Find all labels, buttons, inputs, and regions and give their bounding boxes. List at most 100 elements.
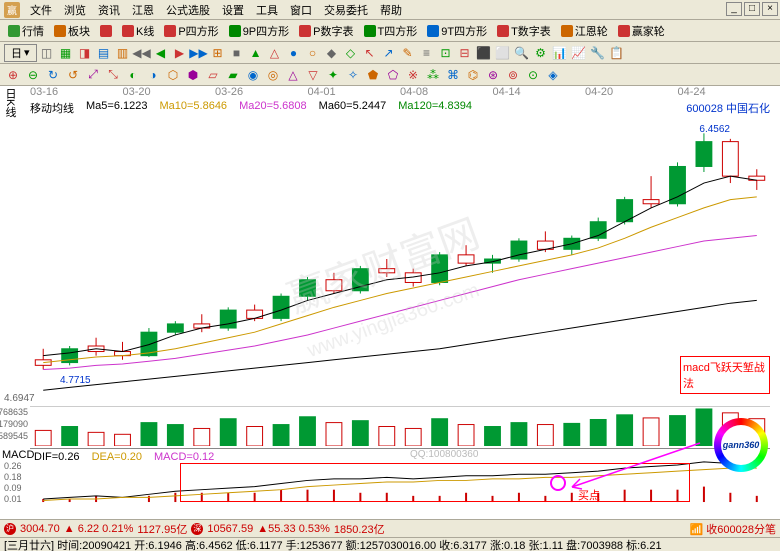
tb-行情[interactable]: 行情 bbox=[4, 22, 48, 40]
macd-title: MACD bbox=[2, 449, 34, 461]
tb2-icon-23[interactable]: ⬛ bbox=[475, 44, 493, 62]
tb2-icon-26[interactable]: ⚙ bbox=[532, 44, 550, 62]
tb3-icon-18[interactable]: ⬟ bbox=[364, 66, 382, 84]
tb2-icon-25[interactable]: 🔍 bbox=[513, 44, 531, 62]
tb3-icon-1[interactable]: ⊖ bbox=[24, 66, 42, 84]
tb2-icon-7[interactable]: ▶ bbox=[171, 44, 189, 62]
tb-9P四方形[interactable]: 9P四方形 bbox=[225, 22, 293, 40]
tb2-icon-3[interactable]: ▤ bbox=[95, 44, 113, 62]
tb2-icon-13[interactable]: ● bbox=[285, 44, 303, 62]
tb-板块[interactable]: 板块 bbox=[50, 22, 94, 40]
toolbar-drawing: ⊕⊖↻↺⤢⤡◐◑⬡⬢▱▰◉◎△▽✦✧⬟⬠※⁂⌘⌬⊛⊚⊙◈ bbox=[0, 64, 780, 86]
tb3-icon-12[interactable]: ◉ bbox=[244, 66, 262, 84]
tb2-icon-15[interactable]: ◆ bbox=[323, 44, 341, 62]
tb3-icon-20[interactable]: ※ bbox=[404, 66, 422, 84]
tb2-icon-20[interactable]: ≡ bbox=[418, 44, 436, 62]
menu-浏览[interactable]: 浏览 bbox=[58, 0, 92, 20]
tb2-icon-6[interactable]: ◀ bbox=[152, 44, 170, 62]
tb3-icon-9[interactable]: ⬢ bbox=[184, 66, 202, 84]
tb3-icon-10[interactable]: ▱ bbox=[204, 66, 222, 84]
tb2-icon-27[interactable]: 📊 bbox=[551, 44, 569, 62]
tb-江恩轮[interactable]: 江恩轮 bbox=[557, 22, 612, 40]
candlestick-pane[interactable]: 6.4562 4.7715 4.6947 macd飞跃天堑战法 bbox=[30, 114, 770, 404]
tb2-icon-28[interactable]: 📈 bbox=[570, 44, 588, 62]
buy-point-label: 买点 bbox=[578, 487, 600, 503]
tb-K线[interactable]: K线 bbox=[118, 22, 158, 40]
price-low-label: 4.7715 bbox=[60, 375, 91, 386]
menu-文件[interactable]: 文件 bbox=[24, 0, 58, 20]
tb3-icon-16[interactable]: ✦ bbox=[324, 66, 342, 84]
restore-button[interactable]: □ bbox=[744, 2, 760, 16]
tb3-icon-21[interactable]: ⁂ bbox=[424, 66, 442, 84]
tb2-icon-11[interactable]: ▲ bbox=[247, 44, 265, 62]
status-right: 📶 收600028分笔 bbox=[690, 521, 776, 537]
minimize-button[interactable]: _ bbox=[726, 2, 742, 16]
tb3-icon-14[interactable]: △ bbox=[284, 66, 302, 84]
tb3-icon-3[interactable]: ↺ bbox=[64, 66, 82, 84]
tb3-icon-5[interactable]: ⤡ bbox=[104, 66, 122, 84]
tb-P数字表[interactable]: P数字表 bbox=[295, 22, 357, 40]
tb2-icon-9[interactable]: ⊞ bbox=[209, 44, 227, 62]
period-day-button[interactable]: 日 ▾ bbox=[4, 44, 37, 62]
tb2-icon-4[interactable]: ▥ bbox=[114, 44, 132, 62]
volume-pane[interactable]: 17686351179090589545 bbox=[30, 406, 770, 446]
tb2-icon-29[interactable]: 🔧 bbox=[589, 44, 607, 62]
tb-9T四方形[interactable]: 9T四方形 bbox=[423, 22, 491, 40]
tb3-icon-25[interactable]: ⊚ bbox=[504, 66, 522, 84]
gann-badge: gann360 bbox=[714, 418, 768, 472]
menu-帮助[interactable]: 帮助 bbox=[374, 0, 408, 20]
ohlc-statusbar: [三月廿六] 时间:20090421 开:6.1946 高:6.4562 低:6… bbox=[0, 537, 780, 551]
tb2-icon-1[interactable]: ▦ bbox=[57, 44, 75, 62]
menu-窗口[interactable]: 窗口 bbox=[284, 0, 318, 20]
tb2-icon-8[interactable]: ▶▶ bbox=[190, 44, 208, 62]
tb2-icon-14[interactable]: ○ bbox=[304, 44, 322, 62]
tb-赢家轮[interactable]: 赢家轮 bbox=[614, 22, 669, 40]
menu-资讯[interactable]: 资讯 bbox=[92, 0, 126, 20]
tb-T四方形[interactable]: T四方形 bbox=[360, 22, 422, 40]
tb2-icon-21[interactable]: ⊡ bbox=[437, 44, 455, 62]
tb3-icon-19[interactable]: ⬠ bbox=[384, 66, 402, 84]
tb3-icon-17[interactable]: ✧ bbox=[344, 66, 362, 84]
tb2-icon-0[interactable]: ◫ bbox=[38, 44, 56, 62]
menu-交易委托[interactable]: 交易委托 bbox=[318, 0, 374, 20]
tb2-icon-12[interactable]: △ bbox=[266, 44, 284, 62]
tb3-icon-27[interactable]: ◈ bbox=[544, 66, 562, 84]
tb2-icon-2[interactable]: ◨ bbox=[76, 44, 94, 62]
tb3-icon-7[interactable]: ◑ bbox=[144, 66, 162, 84]
tb3-icon-22[interactable]: ⌘ bbox=[444, 66, 462, 84]
tb2-icon-24[interactable]: ⬜ bbox=[494, 44, 512, 62]
macd-legend: DIF=0.26DEA=0.20MACD=0.12 bbox=[34, 451, 214, 463]
tb2-icon-22[interactable]: ⊟ bbox=[456, 44, 474, 62]
qq-watermark: QQ:100800360 bbox=[410, 449, 478, 460]
tb3-icon-11[interactable]: ▰ bbox=[224, 66, 242, 84]
tb2-icon-17[interactable]: ↖ bbox=[361, 44, 379, 62]
menu-公式选股[interactable]: 公式选股 bbox=[160, 0, 216, 20]
tb2-icon-30[interactable]: 📋 bbox=[608, 44, 626, 62]
tb3-icon-13[interactable]: ◎ bbox=[264, 66, 282, 84]
tb3-icon-2[interactable]: ↻ bbox=[44, 66, 62, 84]
tb3-icon-0[interactable]: ⊕ bbox=[4, 66, 22, 84]
tb3-icon-6[interactable]: ◐ bbox=[124, 66, 142, 84]
tb-T数字表[interactable]: T数字表 bbox=[493, 22, 555, 40]
tb2-icon-10[interactable]: ■ bbox=[228, 44, 246, 62]
menu-设置[interactable]: 设置 bbox=[216, 0, 250, 20]
macd-pane[interactable]: MACD DIF=0.26DEA=0.20MACD=0.12 0.260.180… bbox=[30, 448, 770, 504]
tb-2[interactable] bbox=[96, 22, 116, 40]
tb2-icon-19[interactable]: ✎ bbox=[399, 44, 417, 62]
menu-江恩[interactable]: 江恩 bbox=[126, 0, 160, 20]
tb-P四方形[interactable]: P四方形 bbox=[160, 22, 222, 40]
tb3-icon-24[interactable]: ⊛ bbox=[484, 66, 502, 84]
tb2-icon-5[interactable]: ◀◀ bbox=[133, 44, 151, 62]
tb2-icon-16[interactable]: ◇ bbox=[342, 44, 360, 62]
tb2-icon-18[interactable]: ↗ bbox=[380, 44, 398, 62]
tb3-icon-8[interactable]: ⬡ bbox=[164, 66, 182, 84]
close-button[interactable]: × bbox=[762, 2, 778, 16]
tb3-icon-23[interactable]: ⌬ bbox=[464, 66, 482, 84]
toolbar-period: 日 ▾ ◫▦◨▤▥◀◀◀▶▶▶⊞■▲△●○◆◇↖↗✎≡⊡⊟⬛⬜🔍⚙📊📈🔧📋 bbox=[0, 42, 780, 64]
gann-badge-text: gann360 bbox=[721, 425, 761, 465]
menu-工具[interactable]: 工具 bbox=[250, 0, 284, 20]
tb3-icon-26[interactable]: ⊙ bbox=[524, 66, 542, 84]
tb3-icon-15[interactable]: ▽ bbox=[304, 66, 322, 84]
buy-signal-circle bbox=[550, 475, 566, 491]
tb3-icon-4[interactable]: ⤢ bbox=[84, 66, 102, 84]
